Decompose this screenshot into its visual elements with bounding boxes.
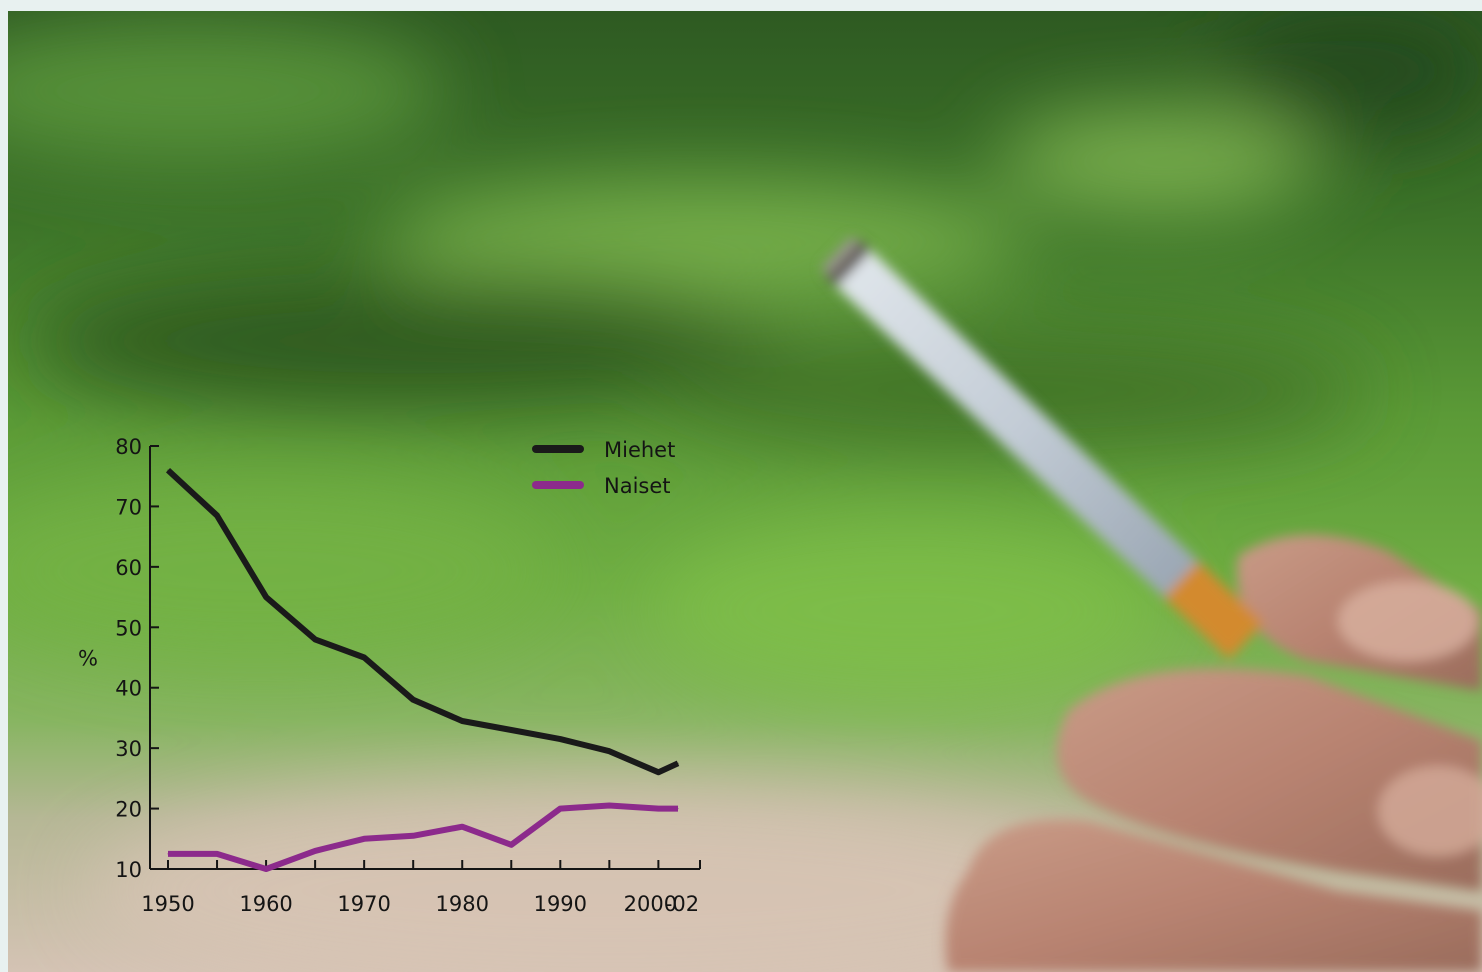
figure-frame: 10 20 30 40 50 60 70 80 1950 1960 1970 1980 1990 2000… — [8, 11, 1482, 972]
chart-tick-labels: 10 20 30 40 50 60 70 80 1950 1960 1970 1980 1990 2000… — [115, 435, 699, 916]
y-tick-label: 70 — [115, 495, 142, 519]
chart-axes — [149, 445, 701, 870]
data-point — [510, 844, 512, 846]
data-point — [657, 771, 659, 773]
chart-series — [165, 467, 680, 872]
x-tick-label: -02 — [665, 892, 699, 916]
data-point — [167, 853, 169, 855]
x-tick-label: 1970 — [337, 892, 390, 916]
x-tick-label: 1990 — [534, 892, 587, 916]
data-point — [216, 853, 218, 855]
y-axis-label: % — [78, 647, 98, 671]
data-point — [167, 469, 169, 471]
legend-label: Miehet — [604, 438, 675, 462]
cigarette-in-hand-icon — [821, 236, 1482, 972]
data-point — [265, 868, 267, 870]
data-point — [677, 808, 679, 810]
data-point — [363, 838, 365, 840]
y-tick-label: 50 — [115, 616, 142, 640]
x-tick-label: 1950 — [141, 892, 194, 916]
data-point — [461, 720, 463, 722]
y-tick-label: 10 — [115, 858, 142, 882]
data-point — [314, 638, 316, 640]
data-point — [265, 596, 267, 598]
data-point — [363, 657, 365, 658]
y-tick-label: 60 — [115, 556, 142, 580]
chart-legend: Miehet Naiset — [532, 438, 675, 498]
line-chart: 10 20 30 40 50 60 70 80 1950 1960 1970 1980 1990 2000… — [78, 435, 701, 916]
series-line-naiset — [168, 802, 678, 872]
x-tick-label: 1980 — [436, 892, 489, 916]
series-line-miehet — [165, 467, 680, 776]
y-tick-label: 40 — [115, 677, 142, 701]
x-tick-label: 2000 — [624, 892, 677, 916]
x-tick-label: 1960 — [239, 892, 292, 916]
data-point — [559, 738, 561, 740]
legend-label: Naiset — [604, 474, 671, 498]
y-tick-label: 80 — [115, 435, 142, 459]
data-point — [657, 808, 659, 810]
data-point — [677, 762, 679, 764]
data-point — [510, 729, 512, 731]
background-photo — [8, 11, 1482, 972]
data-point — [461, 826, 463, 828]
data-point — [412, 699, 414, 701]
data-point — [314, 850, 316, 852]
data-point — [216, 514, 218, 516]
data-point — [608, 805, 610, 807]
y-tick-label: 20 — [115, 798, 142, 822]
data-point — [559, 808, 561, 810]
data-point — [608, 750, 610, 752]
y-tick-label: 30 — [115, 737, 142, 761]
data-point — [412, 835, 414, 837]
